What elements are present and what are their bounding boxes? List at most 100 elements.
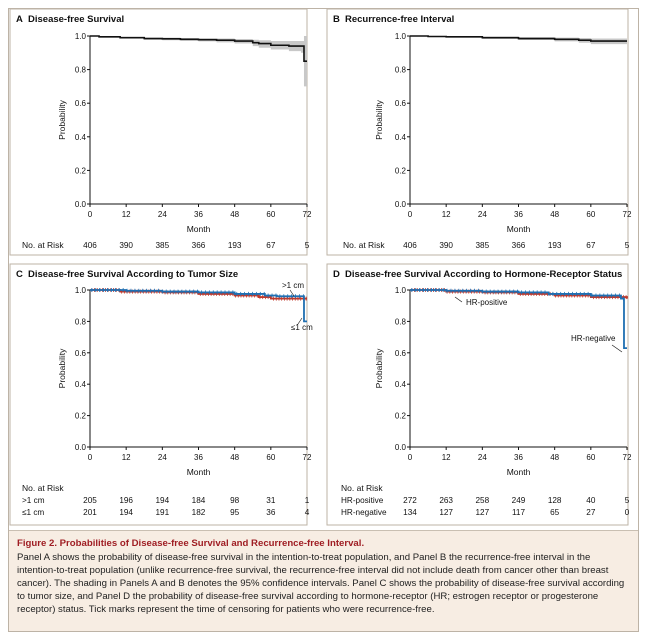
curve-label-leader [454, 296, 463, 303]
risk-value: 191 [155, 508, 169, 517]
x-tick-label: 60 [266, 453, 275, 462]
curve-label-leader [289, 289, 295, 297]
series-0 [410, 35, 627, 45]
y-tick-label: 0.0 [395, 200, 407, 209]
x-tick-label: 48 [550, 210, 559, 219]
y-tick-label: 1.0 [75, 286, 87, 295]
risk-value: 385 [475, 241, 489, 250]
risk-value: 67 [266, 241, 276, 250]
y-tick-label: 0.4 [395, 133, 407, 142]
curve-label: ≤1 cm [291, 323, 313, 332]
x-tick-label: 48 [230, 210, 239, 219]
curve-label-leader [611, 344, 623, 353]
risk-value: 406 [403, 241, 417, 250]
x-tick-label: 0 [88, 210, 93, 219]
x-tick-label: 36 [514, 210, 523, 219]
series-hr-negative [410, 288, 627, 349]
x-tick-label: 12 [122, 210, 131, 219]
x-tick-label: 12 [442, 453, 451, 462]
x-tick-label: 36 [194, 453, 203, 462]
risk-value: 366 [192, 241, 206, 250]
y-tick-label: 1.0 [395, 286, 407, 295]
risk-value: 184 [192, 496, 206, 505]
y-tick-label: 0.4 [75, 133, 87, 142]
y-tick-label: 0.8 [75, 317, 87, 326]
x-tick-label: 36 [514, 453, 523, 462]
risk-value: 193 [548, 241, 562, 250]
risk-value: 263 [439, 496, 453, 505]
curve-label: HR-positive [466, 298, 508, 307]
risk-row-label: >1 cm [22, 496, 45, 505]
x-axis-label: Month [507, 467, 531, 477]
risk-value: 67 [586, 241, 596, 250]
x-tick-label: 24 [158, 210, 167, 219]
x-tick-label: 12 [122, 453, 131, 462]
series--1-cm [90, 288, 307, 323]
risk-value: 196 [119, 496, 133, 505]
y-tick-label: 0.4 [75, 380, 87, 389]
risk-value: 36 [266, 508, 276, 517]
risk-value: 127 [475, 508, 489, 517]
x-tick-label: 24 [478, 453, 487, 462]
y-tick-label: 1.0 [75, 32, 87, 41]
risk-value: 128 [548, 496, 562, 505]
y-axis-label: Probability [374, 348, 384, 388]
x-tick-label: 72 [623, 453, 632, 462]
risk-value: 5 [625, 241, 630, 250]
x-tick-label: 72 [623, 210, 632, 219]
y-tick-label: 0.2 [75, 412, 87, 421]
y-tick-label: 0.8 [75, 66, 87, 75]
risk-value: 406 [83, 241, 97, 250]
x-tick-label: 0 [88, 453, 93, 462]
x-tick-label: 60 [266, 210, 275, 219]
risk-row-label: HR-negative [341, 508, 387, 517]
y-tick-label: 0.2 [395, 166, 407, 175]
panel-c: C Disease-free Survival According to Tumo… [9, 263, 313, 526]
panel-letter: B [333, 14, 340, 25]
y-tick-label: 0.2 [395, 412, 407, 421]
x-tick-label: 48 [550, 453, 559, 462]
curve-label: >1 cm [282, 281, 304, 290]
panel-letter: D [333, 269, 340, 280]
risk-value: 27 [586, 508, 596, 517]
risk-row-label: ≤1 cm [22, 508, 44, 517]
risk-value: 5 [625, 496, 630, 505]
panel-border [9, 263, 308, 526]
risk-value: 258 [475, 496, 489, 505]
risk-value: 4 [305, 508, 310, 517]
x-axis-label: Month [187, 224, 211, 234]
y-tick-label: 0.6 [75, 349, 87, 358]
y-tick-label: 0.4 [395, 380, 407, 389]
x-tick-label: 36 [194, 210, 203, 219]
series-0 [90, 35, 307, 87]
x-axis-label: Month [187, 467, 211, 477]
risk-value: 1 [305, 496, 310, 505]
y-tick-label: 0.8 [395, 317, 407, 326]
curve-label-leader [297, 317, 303, 325]
risk-value: 390 [439, 241, 453, 250]
x-tick-label: 12 [442, 210, 451, 219]
risk-header: No. at Risk [22, 483, 64, 493]
risk-value: 0 [625, 508, 630, 517]
y-tick-label: 0.0 [395, 443, 407, 452]
risk-value: 5 [305, 241, 310, 250]
panel-border [9, 8, 308, 256]
risk-value: 134 [403, 508, 417, 517]
y-tick-label: 0.0 [75, 200, 87, 209]
y-axis-label: Probability [57, 348, 67, 388]
confidence-band [90, 36, 307, 87]
panel-title: Disease-free Survival [28, 14, 124, 25]
y-axis-label: Probability [57, 99, 67, 139]
risk-value: 193 [228, 241, 242, 250]
y-tick-label: 1.0 [395, 32, 407, 41]
risk-value: 272 [403, 496, 417, 505]
panel-title: Disease-free Survival According to Hormo… [345, 269, 622, 280]
x-tick-label: 48 [230, 453, 239, 462]
x-axis-label: Month [507, 224, 531, 234]
risk-value: 182 [192, 508, 206, 517]
x-tick-label: 24 [158, 453, 167, 462]
x-tick-label: 72 [303, 453, 312, 462]
y-tick-label: 0.0 [75, 443, 87, 452]
risk-value: 127 [439, 508, 453, 517]
panel-letter: A [16, 14, 23, 25]
